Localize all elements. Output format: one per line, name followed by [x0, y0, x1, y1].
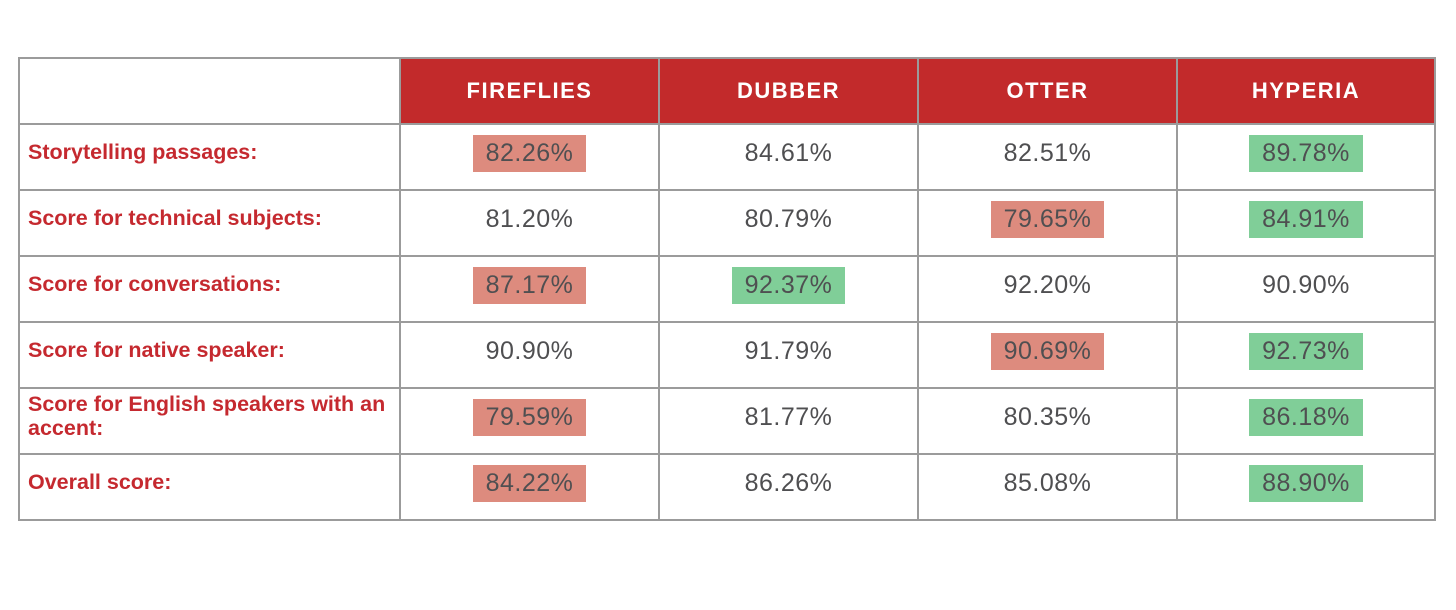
score-cell: 92.37%	[658, 255, 919, 323]
score-value: 85.08%	[1003, 469, 1092, 497]
score-cell: 82.51%	[917, 123, 1178, 191]
row-label: Score for conversations:	[18, 255, 401, 323]
score-cell: 84.91%	[1176, 189, 1436, 257]
comparison-table: FIREFLIES DUBBER OTTER HYPERIA Storytell…	[18, 57, 1436, 521]
score-cell: 90.90%	[1176, 255, 1436, 323]
score-cell: 91.79%	[658, 321, 919, 389]
row-label: Score for English speakers with an accen…	[18, 387, 401, 455]
table-body: Storytelling passages: 82.26% 84.61% 82.51%…	[18, 123, 1436, 521]
row-label: Score for technical subjects:	[18, 189, 401, 257]
column-header-dubber: DUBBER	[658, 57, 919, 125]
score-value-green-highlight: 88.90%	[1249, 465, 1363, 502]
score-cell: 85.08%	[917, 453, 1178, 521]
score-cell: 86.18%	[1176, 387, 1436, 455]
table-row: Score for English speakers with an accen…	[18, 387, 1436, 455]
score-value: 84.61%	[744, 139, 833, 167]
table-header: FIREFLIES DUBBER OTTER HYPERIA	[18, 57, 1436, 125]
score-value-red-highlight: 82.26%	[472, 135, 587, 172]
column-header-hyperia: HYPERIA	[1176, 57, 1436, 125]
score-value: 90.90%	[485, 337, 574, 365]
row-label: Score for native speaker:	[18, 321, 401, 389]
score-value: 80.35%	[1003, 403, 1092, 431]
table-row: Storytelling passages: 82.26% 84.61% 82.51%…	[18, 123, 1436, 191]
score-value-red-highlight: 87.17%	[472, 267, 587, 304]
score-cell: 90.90%	[399, 321, 660, 389]
score-cell: 79.59%	[399, 387, 660, 455]
score-cell: 84.22%	[399, 453, 660, 521]
score-cell: 87.17%	[399, 255, 660, 323]
score-value-red-highlight: 90.69%	[990, 333, 1105, 370]
score-cell: 88.90%	[1176, 453, 1436, 521]
table-row: Overall score: 84.22% 86.26% 85.08% 88.90%	[18, 453, 1436, 521]
score-value: 80.79%	[744, 205, 833, 233]
score-cell: 81.77%	[658, 387, 919, 455]
comparison-table-container: FIREFLIES DUBBER OTTER HYPERIA Storytell…	[18, 57, 1436, 521]
score-value: 92.20%	[1003, 271, 1092, 299]
column-header-otter: OTTER	[917, 57, 1178, 125]
score-cell: 92.20%	[917, 255, 1178, 323]
row-label: Overall score:	[18, 453, 401, 521]
score-value-red-highlight: 79.59%	[472, 399, 587, 436]
row-label: Storytelling passages:	[18, 123, 401, 191]
score-cell: 89.78%	[1176, 123, 1436, 191]
score-cell: 79.65%	[917, 189, 1178, 257]
score-value: 81.77%	[744, 403, 833, 431]
score-value-green-highlight: 92.73%	[1249, 333, 1363, 370]
score-cell: 82.26%	[399, 123, 660, 191]
score-value: 91.79%	[744, 337, 833, 365]
score-cell: 80.35%	[917, 387, 1178, 455]
score-value: 81.20%	[485, 205, 574, 233]
score-value-red-highlight: 84.22%	[472, 465, 587, 502]
score-value: 82.51%	[1003, 139, 1092, 167]
score-value-red-highlight: 79.65%	[990, 201, 1105, 238]
score-cell: 92.73%	[1176, 321, 1436, 389]
score-value: 90.90%	[1262, 271, 1350, 299]
score-cell: 80.79%	[658, 189, 919, 257]
score-value-green-highlight: 89.78%	[1249, 135, 1363, 172]
score-value-green-highlight: 84.91%	[1249, 201, 1363, 238]
table-row: Score for conversations: 87.17% 92.37% 92.2…	[18, 255, 1436, 323]
score-value-green-highlight: 86.18%	[1249, 399, 1363, 436]
header-row: FIREFLIES DUBBER OTTER HYPERIA	[18, 57, 1436, 125]
score-value-green-highlight: 92.37%	[731, 267, 846, 304]
score-cell: 86.26%	[658, 453, 919, 521]
score-cell: 90.69%	[917, 321, 1178, 389]
score-cell: 84.61%	[658, 123, 919, 191]
column-header-fireflies: FIREFLIES	[399, 57, 660, 125]
score-cell: 81.20%	[399, 189, 660, 257]
corner-cell	[18, 57, 401, 125]
table-row: Score for native speaker: 90.90% 91.79% 90.…	[18, 321, 1436, 389]
table-row: Score for technical subjects: 81.20% 80.79…	[18, 189, 1436, 257]
score-value: 86.26%	[744, 469, 833, 497]
